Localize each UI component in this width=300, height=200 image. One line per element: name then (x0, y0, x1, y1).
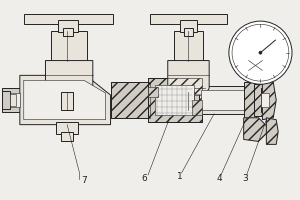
Bar (192, 100, 202, 115)
Polygon shape (20, 75, 111, 125)
Circle shape (229, 21, 292, 84)
Bar (247, 59, 264, 72)
Text: 4: 4 (216, 174, 222, 183)
Polygon shape (24, 80, 106, 120)
Text: 3: 3 (242, 174, 247, 183)
Bar (261, 88, 269, 112)
Bar (261, 93, 269, 107)
Polygon shape (244, 118, 270, 141)
Bar (174, 31, 203, 61)
Polygon shape (266, 118, 278, 144)
Bar (61, 132, 73, 141)
Bar (51, 31, 87, 61)
Bar (58, 20, 78, 32)
Bar (111, 82, 150, 118)
Bar (184, 28, 194, 36)
Bar (199, 86, 249, 114)
Bar (63, 28, 73, 36)
Bar (244, 82, 256, 118)
Bar (111, 82, 150, 118)
Bar (155, 85, 194, 115)
Bar (4, 93, 20, 107)
Polygon shape (46, 61, 93, 95)
Bar (56, 122, 78, 134)
Bar (150, 14, 227, 24)
Bar (180, 20, 197, 32)
Polygon shape (168, 61, 209, 95)
Bar (254, 84, 263, 116)
Circle shape (259, 51, 262, 54)
Bar (256, 70, 263, 82)
Bar (10, 94, 16, 106)
Bar (182, 92, 194, 110)
Bar (61, 92, 73, 110)
Polygon shape (262, 80, 276, 120)
Text: 6: 6 (141, 174, 147, 183)
Text: 1: 1 (177, 172, 182, 181)
Bar (201, 90, 247, 110)
Text: 7: 7 (81, 176, 87, 185)
Bar (24, 14, 112, 24)
Bar (2, 91, 10, 109)
Bar (148, 78, 202, 122)
Bar (148, 87, 158, 97)
Bar (2, 88, 20, 112)
Bar (148, 78, 202, 122)
